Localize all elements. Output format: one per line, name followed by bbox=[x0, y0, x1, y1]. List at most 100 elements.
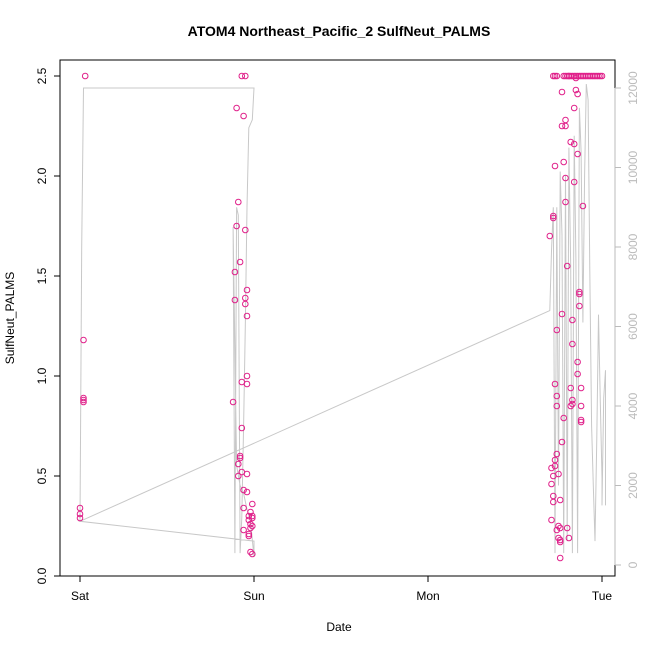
data-point bbox=[233, 104, 240, 112]
y-tick-label: 0.0 bbox=[35, 567, 49, 584]
data-point bbox=[569, 316, 576, 324]
data-point bbox=[553, 392, 561, 400]
data-point bbox=[245, 516, 253, 524]
data-point bbox=[553, 526, 561, 534]
data-point bbox=[550, 492, 557, 500]
y-tick-label: 1.0 bbox=[35, 367, 49, 384]
data-point bbox=[249, 512, 256, 520]
data-point bbox=[569, 396, 576, 404]
data-point bbox=[76, 504, 84, 512]
data-point bbox=[570, 104, 578, 112]
data-point bbox=[235, 198, 242, 206]
data-point bbox=[243, 372, 251, 380]
x-tick-label: Sat bbox=[71, 589, 90, 603]
data-point bbox=[574, 370, 581, 378]
data-point bbox=[560, 158, 568, 166]
data-point bbox=[562, 198, 569, 206]
data-point bbox=[76, 514, 84, 522]
data-point bbox=[560, 414, 568, 422]
data-point bbox=[249, 514, 256, 522]
data-point bbox=[555, 470, 562, 478]
data-point bbox=[563, 262, 571, 270]
data-point bbox=[236, 258, 244, 266]
data-point bbox=[548, 464, 555, 472]
data-point bbox=[249, 550, 256, 558]
y2-tick-label: 2000 bbox=[626, 472, 640, 499]
data-point bbox=[243, 312, 251, 320]
data-point bbox=[243, 470, 251, 478]
data-point bbox=[238, 424, 246, 432]
data-point bbox=[231, 268, 239, 276]
data-point bbox=[551, 456, 559, 464]
data-point bbox=[598, 72, 606, 80]
data-point bbox=[247, 548, 254, 556]
data-point bbox=[576, 302, 583, 310]
y-axis: 0.0 0.5 1.0 1.5 2.0 2.5 bbox=[35, 67, 61, 584]
data-point bbox=[553, 326, 561, 334]
data-point bbox=[247, 524, 254, 532]
data-point bbox=[574, 90, 581, 98]
altitude-series-line bbox=[78, 83, 606, 558]
data-point bbox=[240, 486, 247, 494]
y-tick-label: 1.5 bbox=[35, 267, 49, 284]
data-point bbox=[240, 526, 247, 534]
x-axis-label: Date bbox=[326, 620, 352, 634]
altitude-line-layer bbox=[78, 83, 606, 558]
plot-frame bbox=[59, 59, 616, 577]
data-point bbox=[556, 496, 564, 504]
x-tick-label: Mon bbox=[416, 589, 439, 603]
data-point bbox=[235, 472, 242, 480]
data-point bbox=[238, 72, 246, 80]
data-point bbox=[570, 140, 578, 148]
chart-title: ATOM4 Northeast_Pacific_2 SulfNeut_PALMS bbox=[188, 23, 491, 39]
data-point bbox=[579, 202, 587, 210]
data-point bbox=[555, 522, 562, 530]
data-point bbox=[556, 554, 564, 562]
data-point bbox=[570, 178, 578, 186]
data-point bbox=[555, 534, 562, 542]
data-point bbox=[550, 212, 557, 220]
data-point bbox=[562, 122, 569, 130]
x-axis: Sat Sun Mon Tue bbox=[71, 575, 613, 603]
data-point bbox=[577, 416, 585, 424]
x-tick-label: Tue bbox=[592, 589, 613, 603]
data-point bbox=[576, 290, 583, 298]
data-point bbox=[556, 524, 564, 532]
x-tick-label: Sun bbox=[243, 589, 264, 603]
data-point bbox=[556, 536, 564, 544]
data-point bbox=[569, 340, 576, 348]
data-point bbox=[548, 516, 555, 524]
data-point bbox=[243, 380, 251, 388]
y2-tick-label: 8000 bbox=[626, 233, 640, 260]
data-point bbox=[243, 488, 251, 496]
data-point bbox=[247, 508, 254, 516]
y-axis-label: SulfNeut_PALMS bbox=[3, 272, 17, 365]
data-point bbox=[551, 380, 559, 388]
data-point bbox=[576, 288, 583, 296]
data-point bbox=[595, 72, 602, 80]
data-point bbox=[553, 72, 561, 80]
data-point bbox=[558, 310, 566, 318]
y-tick-label: 2.0 bbox=[35, 167, 49, 184]
data-point bbox=[565, 534, 573, 542]
data-point bbox=[558, 122, 566, 130]
data-point bbox=[80, 396, 87, 404]
data-point bbox=[574, 150, 581, 158]
data-point bbox=[81, 72, 89, 80]
data-point bbox=[558, 88, 566, 96]
data-point bbox=[553, 402, 561, 410]
data-point bbox=[245, 512, 253, 520]
data-point bbox=[243, 286, 251, 294]
data-point bbox=[546, 232, 554, 240]
data-point bbox=[574, 358, 581, 366]
data-point bbox=[80, 394, 87, 402]
data-point bbox=[242, 294, 249, 302]
points-layer bbox=[76, 72, 606, 562]
data-point bbox=[567, 402, 575, 410]
data-point bbox=[551, 72, 559, 80]
data-point bbox=[242, 72, 249, 80]
data-point bbox=[240, 112, 247, 120]
y2-tick-label: 12000 bbox=[626, 71, 640, 105]
data-point bbox=[229, 398, 237, 406]
